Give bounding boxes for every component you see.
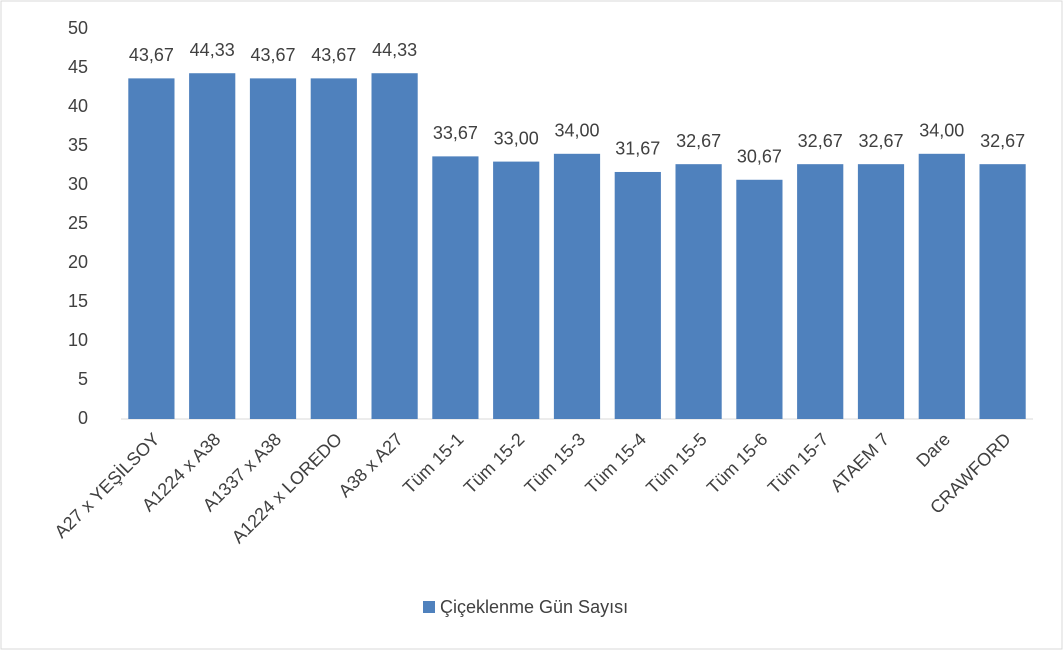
- data-label: 31,67: [615, 139, 660, 159]
- data-label: 44,33: [190, 40, 235, 60]
- y-tick-label: 20: [68, 252, 88, 272]
- legend-swatch: [423, 601, 435, 613]
- data-label: 32,67: [798, 131, 843, 151]
- bar: [979, 164, 1026, 419]
- y-tick-label: 10: [68, 330, 88, 350]
- y-tick-label: 5: [78, 369, 88, 389]
- bar: [675, 164, 722, 419]
- y-tick-label: 25: [68, 213, 88, 233]
- y-tick-label: 40: [68, 96, 88, 116]
- bar: [128, 78, 175, 420]
- bar: [918, 153, 965, 420]
- data-label: 33,67: [433, 123, 478, 143]
- data-label: 44,33: [372, 40, 417, 60]
- bar: [614, 171, 661, 419]
- bar: [553, 153, 601, 420]
- y-tick-label: 45: [68, 57, 88, 77]
- y-tick-label: 0: [78, 408, 88, 428]
- legend-label: Çiçeklenme Gün Sayısı: [440, 597, 628, 617]
- bar: [432, 156, 479, 419]
- bar: [797, 164, 844, 419]
- y-tick-label: 30: [68, 174, 88, 194]
- data-label: 43,67: [311, 45, 356, 65]
- data-label: 32,67: [858, 131, 903, 151]
- bar: [493, 161, 540, 419]
- data-label: 30,67: [737, 147, 782, 167]
- data-label: 32,67: [980, 131, 1025, 151]
- bar: [857, 164, 905, 419]
- data-label: 32,67: [676, 131, 721, 151]
- bar: [736, 179, 783, 419]
- data-label: 33,00: [494, 128, 539, 148]
- data-label: 34,00: [919, 121, 964, 141]
- bar: [189, 73, 236, 419]
- bar: [310, 78, 357, 420]
- y-tick-label: 50: [68, 18, 88, 38]
- y-tick-label: 35: [68, 135, 88, 155]
- data-label: 43,67: [129, 45, 174, 65]
- data-label: 34,00: [554, 121, 599, 141]
- data-label: 43,67: [250, 45, 295, 65]
- bar: [249, 78, 297, 420]
- bar: [371, 73, 418, 419]
- y-tick-label: 15: [68, 291, 88, 311]
